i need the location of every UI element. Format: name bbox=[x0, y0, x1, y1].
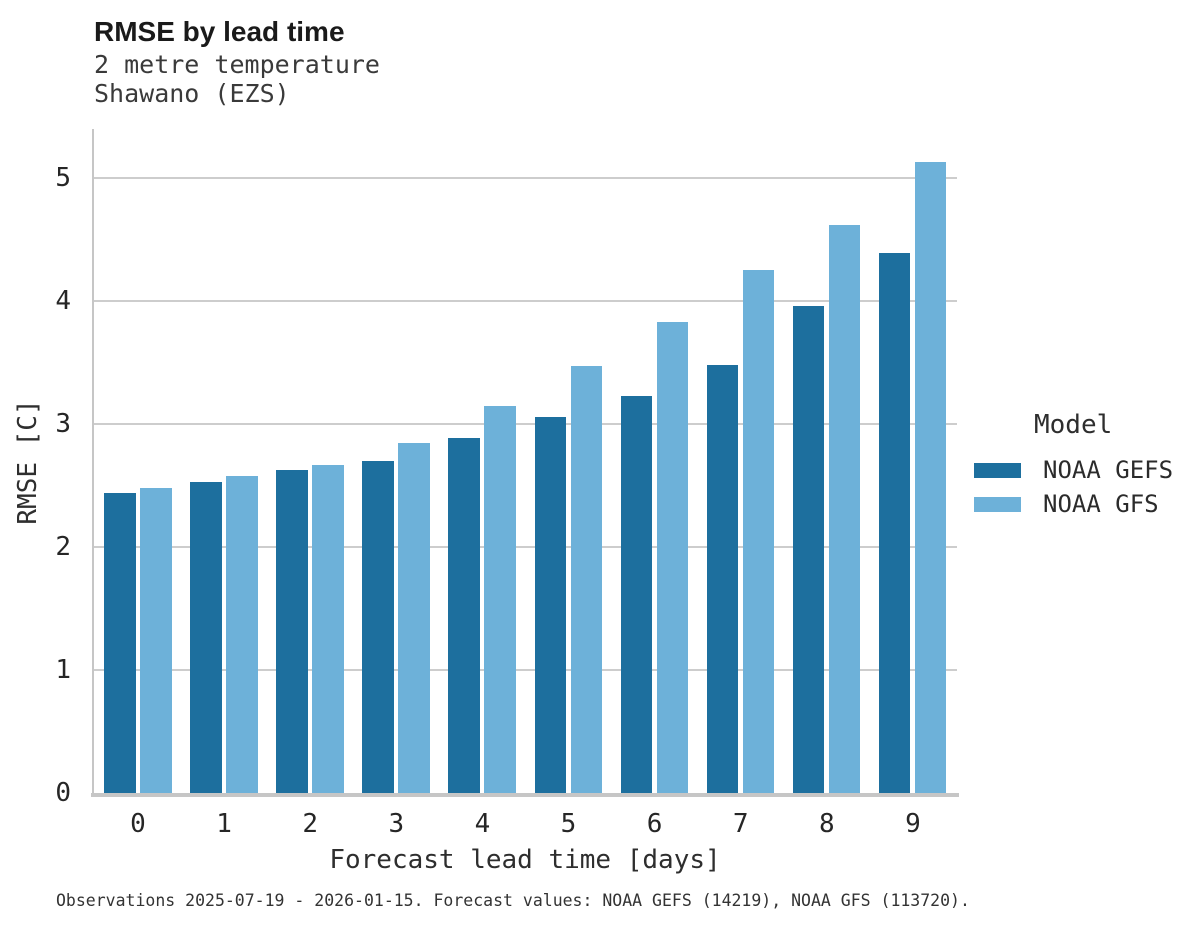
y-tick-label-5: 5 bbox=[55, 163, 71, 194]
y-tick-label-3: 3 bbox=[55, 409, 71, 440]
x-tick-label-3: 3 bbox=[388, 809, 405, 839]
footnote-caption: Observations 2025-07-19 - 2026-01-15. Fo… bbox=[56, 891, 970, 910]
gridline-y2 bbox=[93, 546, 957, 549]
legend-swatch-icon bbox=[974, 496, 1021, 512]
bar-noaa-gfs-lead-1 bbox=[226, 475, 258, 793]
y-tick-label-1: 1 bbox=[55, 655, 71, 686]
bar-noaa-gfs-lead-5 bbox=[570, 366, 602, 793]
x-tick-label-4: 4 bbox=[474, 809, 491, 839]
legend-item-label: NOAA GFS bbox=[1043, 490, 1159, 518]
legend-rows: NOAA GEFS NOAA GFS bbox=[974, 453, 1184, 521]
legend: Model NOAA GEFS NOAA GFS bbox=[974, 410, 1184, 521]
x-tick-label-9: 9 bbox=[905, 809, 921, 839]
subtitle-station: Shawano (EZS) bbox=[94, 79, 290, 108]
bar-noaa-gefs-lead-8 bbox=[792, 306, 825, 793]
bar-noaa-gefs-lead-5 bbox=[534, 416, 566, 793]
bar-noaa-gfs-lead-6 bbox=[656, 322, 689, 793]
y-axis-spine bbox=[92, 129, 94, 796]
plot-area: 0 1 2 3 4 5 0 1 2 3 4 5 6 7 8 9 bbox=[55, 129, 959, 839]
x-tick-label-0: 0 bbox=[130, 809, 146, 839]
legend-item-label: NOAA GEFS bbox=[1043, 456, 1174, 484]
bar-noaa-gefs-lead-3 bbox=[362, 461, 394, 793]
gridline-y3 bbox=[93, 423, 957, 426]
x-tick-label-5: 5 bbox=[560, 809, 577, 839]
chart-title: RMSE by lead time bbox=[94, 16, 345, 47]
chart-subtitle: 2 metre temperature Shawano (EZS) bbox=[94, 50, 380, 108]
x-tick-label-2: 2 bbox=[302, 809, 319, 839]
y-tick-label-0: 0 bbox=[55, 778, 71, 808]
bar-noaa-gefs-lead-6 bbox=[620, 395, 653, 793]
gridline-y4 bbox=[93, 300, 957, 303]
legend-title: Model bbox=[1034, 410, 1113, 440]
x-tick-label-6: 6 bbox=[646, 809, 663, 839]
x-tick-label-7: 7 bbox=[732, 809, 749, 839]
x-tick-label-8: 8 bbox=[818, 809, 835, 839]
bar-noaa-gfs-lead-2 bbox=[312, 464, 344, 793]
gridline-y5 bbox=[93, 177, 957, 180]
bar-noaa-gefs-lead-2 bbox=[276, 469, 308, 793]
bar-noaa-gfs-lead-3 bbox=[398, 442, 430, 793]
legend-swatch-icon bbox=[974, 462, 1021, 478]
bar-noaa-gefs-lead-0 bbox=[104, 492, 136, 793]
bar-noaa-gfs-lead-9 bbox=[914, 162, 947, 793]
x-tick-label-1: 1 bbox=[216, 809, 232, 839]
bar-noaa-gefs-lead-4 bbox=[448, 437, 480, 793]
x-axis-label: Forecast lead time [days] bbox=[329, 845, 721, 875]
bar-noaa-gefs-lead-7 bbox=[706, 365, 739, 793]
bar-noaa-gefs-lead-1 bbox=[190, 481, 222, 793]
bar-noaa-gfs-lead-0 bbox=[140, 488, 172, 793]
x-axis-spine bbox=[91, 793, 959, 797]
y-tick-label-4: 4 bbox=[55, 286, 71, 317]
bar-noaa-gfs-lead-8 bbox=[828, 224, 861, 793]
bar-noaa-gefs-lead-9 bbox=[878, 253, 911, 793]
bar-noaa-gfs-lead-7 bbox=[742, 270, 775, 793]
subtitle-variable: 2 metre temperature bbox=[94, 50, 380, 79]
gridline-y1 bbox=[93, 669, 957, 672]
bar-noaa-gfs-lead-4 bbox=[484, 405, 516, 793]
legend-item-noaa-gefs: NOAA GEFS bbox=[974, 453, 1184, 487]
y-tick-label-2: 2 bbox=[55, 532, 71, 563]
legend-item-noaa-gfs: NOAA GFS bbox=[974, 487, 1184, 521]
